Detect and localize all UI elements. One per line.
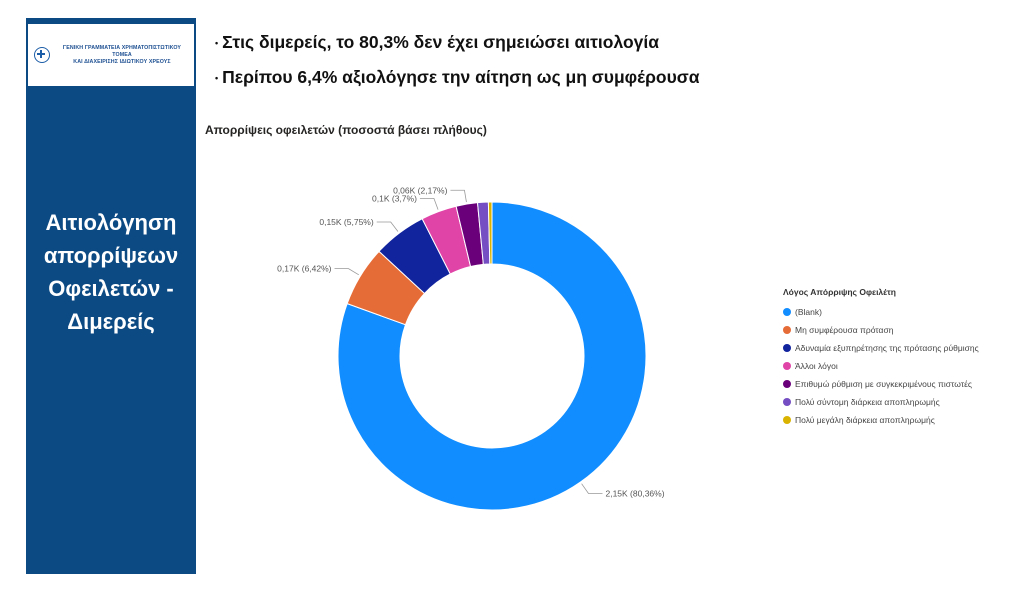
legend-item[interactable]: Πολύ μεγάλη διάρκεια αποπληρωμής (783, 411, 979, 429)
logo-line-1: ΓΕΝΙΚΗ ΓΡΑΜΜΑΤΕΙΑ ΧΡΗΜΑΤΟΠΙΣΤΩΤΙΚΟΥ ΤΟΜΕ… (62, 44, 182, 58)
legend-swatch (783, 398, 791, 406)
data-label-leader (581, 483, 603, 494)
legend-label: Άλλοι λόγοι (795, 361, 838, 371)
data-label: 0,1K (3,7%) (372, 193, 417, 203)
finding-bullet: • Περίπου 6,4% αξιολόγησε την αίτηση ως μ… (215, 67, 700, 88)
legend-swatch (783, 380, 791, 388)
legend-item[interactable]: Πολύ σύντομη διάρκεια αποπληρωμής (783, 393, 979, 411)
legend-item[interactable]: Μη συμφέρουσα πρόταση (783, 321, 979, 339)
data-label-leader (334, 268, 359, 276)
bullet-dot-icon: • (215, 73, 219, 84)
donut-slice[interactable] (337, 201, 647, 511)
slide-title-line: Διμερείς (67, 309, 155, 334)
finding-text: Περίπου 6,4% αξιολόγησε την αίτηση ως μη… (222, 67, 700, 87)
slide-title-line: Οφειλετών - (48, 276, 174, 301)
data-label: 0,06K (2,17%) (393, 185, 448, 195)
legend-swatch (783, 416, 791, 424)
data-label: 0,17K (6,42%) (277, 264, 332, 274)
chart-title: Απορρίψεις οφειλετών (ποσοστά βάσει πλήθ… (205, 123, 487, 137)
legend-swatch (783, 326, 791, 334)
data-label-leader (450, 189, 467, 203)
legend-label: (Blank) (795, 307, 822, 317)
legend-swatch (783, 344, 791, 352)
legend-label: Αδυναμία εξυπηρέτησης της πρότασης ρύθμι… (795, 343, 979, 353)
legend-item[interactable]: Επιθυμώ ρύθμιση με συγκεκριμένους πιστωτ… (783, 375, 979, 393)
data-label: 0,15K (5,75%) (319, 217, 374, 227)
finding-text: Στις διμερείς, το 80,3% δεν έχει σημειώσ… (222, 32, 660, 52)
legend-label: Πολύ μεγάλη διάρκεια αποπληρωμής (795, 415, 935, 425)
emblem-icon (34, 47, 50, 63)
legend-label: Μη συμφέρουσα πρόταση (795, 325, 894, 335)
legend-title: Λόγος Απόρριψης Οφειλέτη (783, 287, 896, 297)
data-label-leader (376, 221, 399, 232)
legend-label: Πολύ σύντομη διάρκεια αποπληρωμής (795, 397, 940, 407)
logo-line-2: ΚΑΙ ΔΙΑΧΕΙΡΙΣΗΣ ΙΔΙΩΤΙΚΟΥ ΧΡΕΟΥΣ (73, 58, 171, 65)
legend-label: Επιθυμώ ρύθμιση με συγκεκριμένους πιστωτ… (795, 379, 972, 389)
slide-title-line: απορρίψεων (43, 243, 179, 268)
slide-title: Αιτιολόγηση απορρίψεων Οφειλετών - Διμερ… (26, 206, 196, 338)
sidebar-panel: ΓΕΝΙΚΗ ΓΡΑΜΜΑΤΕΙΑ ΧΡΗΜΑΤΟΠΙΣΤΩΤΙΚΟΥ ΤΟΜΕ… (26, 18, 196, 574)
legend-item[interactable]: Άλλοι λόγοι (783, 357, 979, 375)
chart-legend: Λόγος Απόρριψης Οφειλέτη (Blank) Μη συμφέ… (783, 287, 979, 429)
donut-slice[interactable] (487, 201, 493, 265)
finding-bullet: • Στις διμερείς, το 80,3% δεν έχει σημειώ… (215, 32, 700, 53)
slide-title-line: Αιτιολόγηση (45, 210, 177, 235)
data-label-leader (419, 197, 439, 210)
bullet-dot-icon: • (215, 38, 219, 49)
legend-swatch (783, 362, 791, 370)
key-findings: • Στις διμερείς, το 80,3% δεν έχει σημειώ… (215, 32, 700, 102)
organization-logo: ΓΕΝΙΚΗ ΓΡΑΜΜΑΤΕΙΑ ΧΡΗΜΑΤΟΠΙΣΤΩΤΙΚΟΥ ΤΟΜΕ… (28, 24, 194, 86)
legend-item[interactable]: Αδυναμία εξυπηρέτησης της πρότασης ρύθμι… (783, 339, 979, 357)
logo-text: ΓΕΝΙΚΗ ΓΡΑΜΜΑΤΕΙΑ ΧΡΗΜΑΤΟΠΙΣΤΩΤΙΚΟΥ ΤΟΜΕ… (56, 45, 188, 66)
legend-swatch (783, 308, 791, 316)
data-label: 2,15K (80,36%) (605, 489, 664, 499)
legend-item[interactable]: (Blank) (783, 303, 979, 321)
